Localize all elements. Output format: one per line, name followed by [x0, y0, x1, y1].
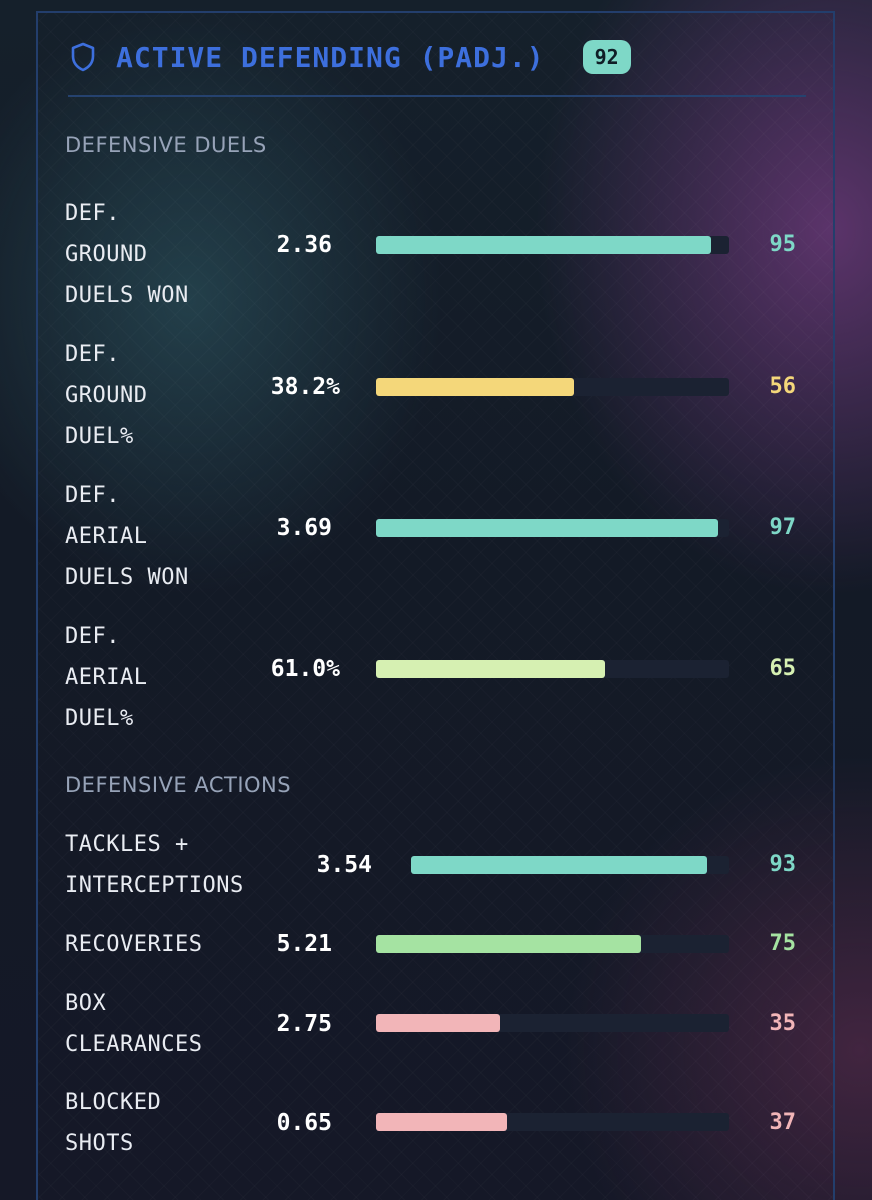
percentile-value: 37 [769, 1110, 797, 1135]
percentile-value: 65 [769, 656, 797, 681]
score-badge: 92 [582, 40, 631, 74]
metric-value: 5.21 [276, 931, 332, 957]
percentile-bar-track [376, 519, 729, 537]
percentile-value: 75 [769, 931, 797, 956]
card-header: ACTIVE DEFENDING (PADJ.) 92 [70, 37, 631, 77]
percentile-value: 97 [769, 515, 797, 540]
percentile-bar-track [376, 1014, 729, 1032]
metric-label: DEF. AERIAL DUEL% [65, 624, 148, 731]
percentile-bar-fill [376, 935, 641, 953]
section-title-defensive-actions: DEFENSIVE ACTIONS [65, 773, 292, 797]
percentile-bar-track [376, 378, 729, 396]
metric-value: 38.2% [270, 374, 340, 400]
card-title: ACTIVE DEFENDING (PADJ.) [116, 40, 545, 74]
percentile-bar-fill [376, 660, 606, 678]
metric-value: 0.65 [276, 1110, 332, 1136]
percentile-bar-fill [376, 1014, 500, 1032]
percentile-bar-fill [376, 1113, 507, 1131]
header-divider [68, 95, 806, 97]
metric-label: DEF. GROUND DUEL% [65, 342, 148, 449]
percentile-value: 35 [769, 1011, 797, 1036]
metric-label: DEF. AERIAL DUELS WON [65, 483, 189, 590]
percentile-bar-track [376, 1113, 729, 1131]
metric-label: RECOVERIES [65, 932, 203, 957]
percentile-bar-track [376, 236, 729, 254]
metric-value: 61.0% [270, 656, 340, 682]
metric-label: BOX CLEARANCES [65, 991, 203, 1057]
percentile-bar-fill [376, 378, 574, 396]
percentile-bar-fill [376, 519, 719, 537]
percentile-bar-fill [376, 236, 712, 254]
metric-label: TACKLES + INTERCEPTIONS [65, 832, 244, 898]
metric-label: BLOCKED SHOTS [65, 1090, 162, 1156]
shield-icon [70, 42, 96, 72]
active-defending-card: ACTIVE DEFENDING (PADJ.) 92 DEFENSIVE DU… [36, 11, 835, 1200]
percentile-bar-track [411, 856, 729, 874]
metric-value: 2.36 [276, 232, 332, 258]
metric-value: 3.54 [316, 852, 372, 878]
metric-value: 3.69 [276, 515, 332, 541]
percentile-bar-track [376, 660, 729, 678]
percentile-value: 93 [769, 852, 797, 877]
percentile-value: 56 [769, 374, 797, 399]
section-title-defensive-duels: DEFENSIVE DUELS [65, 133, 267, 157]
percentile-value: 95 [769, 232, 797, 257]
percentile-bar-track [376, 935, 729, 953]
metric-label: DEF. GROUND DUELS WON [65, 201, 189, 308]
percentile-bar-fill [411, 856, 707, 874]
metric-value: 2.75 [276, 1011, 332, 1037]
